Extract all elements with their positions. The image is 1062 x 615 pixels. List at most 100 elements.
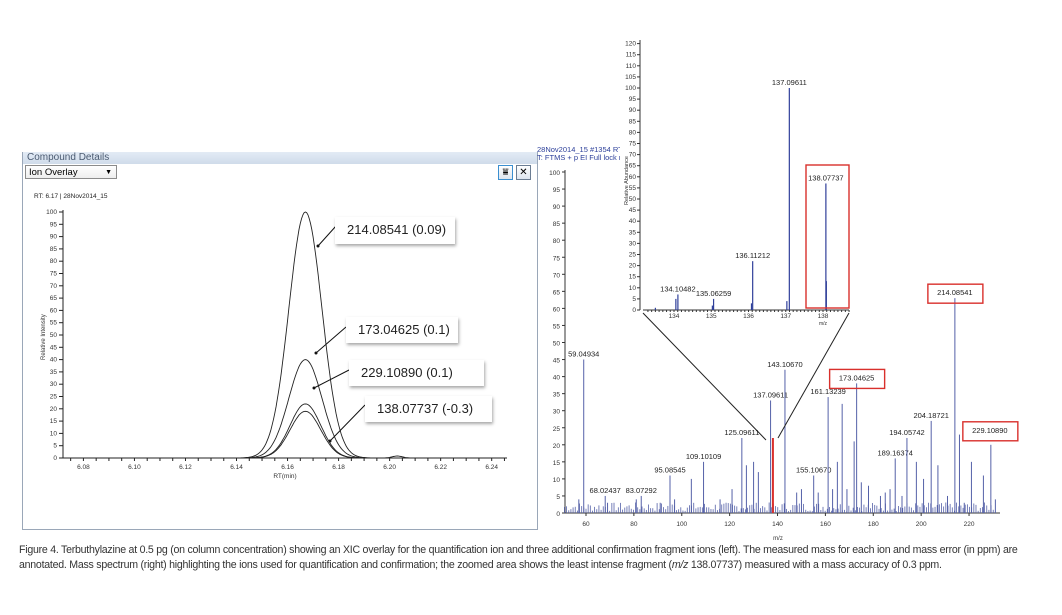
inset-peak-label: 134.10482 xyxy=(660,284,695,293)
caption-text-end: 138.07737) measured with a mass accuracy… xyxy=(688,559,942,571)
spectrum-y-tick-label: 90 xyxy=(553,204,561,211)
xic-y-tick-label: 60 xyxy=(50,307,58,314)
spectrum-x-tick-label: 200 xyxy=(916,521,927,528)
spectrum-x-tick-label: 60 xyxy=(582,521,590,528)
xic-y-tick-label: 20 xyxy=(50,406,58,413)
spectrum-y-tick-label: 95 xyxy=(553,187,561,194)
inset-y-tick-label: 0 xyxy=(632,307,636,314)
xic-y-tick-label: 90 xyxy=(50,234,58,241)
xic-y-tick-label: 65 xyxy=(50,295,58,302)
xic-y-tick-label: 30 xyxy=(50,381,58,388)
zoom-line-right xyxy=(777,312,850,439)
inset-y-tick-label: 15 xyxy=(629,274,637,281)
arrow-head-icon xyxy=(328,439,332,443)
annotation-arrow xyxy=(317,225,337,247)
view-select-value: Ion Overlay xyxy=(29,167,78,178)
xic-y-tick-label: 0 xyxy=(53,455,57,462)
xic-x-tick-label: 6.24 xyxy=(485,464,498,471)
peak-label: 143.10670 xyxy=(767,360,802,369)
xic-y-tick-label: 10 xyxy=(50,430,58,437)
inset-y-tick-label: 70 xyxy=(629,152,637,159)
inset-y-tick-label: 110 xyxy=(626,63,637,70)
xic-y-tick-label: 5 xyxy=(53,443,57,450)
panel-title: Compound Details xyxy=(23,152,537,164)
annotation-arrow xyxy=(313,369,350,389)
spectrum-header-1: 28Nov2014_15 #1354 RT xyxy=(537,145,623,154)
inset-y-tick-label: 65 xyxy=(629,163,637,170)
annotation-229: 229.10890 (0.1) xyxy=(349,360,484,386)
inset-y-tick-label: 50 xyxy=(629,196,637,203)
view-select-dropdown[interactable]: Ion Overlay ▼ xyxy=(25,165,117,179)
chevron-down-icon: ▼ xyxy=(105,169,112,176)
xic-y-tick-label: 35 xyxy=(50,369,58,376)
xic-x-tick-label: 6.12 xyxy=(179,464,192,471)
close-button[interactable]: ✕ xyxy=(516,165,531,180)
filter-icon: ⩸ xyxy=(502,167,509,178)
peak-label: 194.05742 xyxy=(889,428,924,437)
inset-x-tick-label: 134 xyxy=(669,313,680,320)
xic-y-tick-label: 80 xyxy=(50,258,58,265)
spectrum-x-tick-label: 120 xyxy=(724,521,735,528)
inset-xlabel: m/z xyxy=(819,321,828,327)
xic-ylabel: Relative Intensity xyxy=(41,314,47,360)
spectrum-y-tick-label: 75 xyxy=(553,255,561,262)
annotation-173: 173.04625 (0.1) xyxy=(346,317,458,343)
spectrum-y-tick-label: 20 xyxy=(553,443,561,450)
arrow-head-icon xyxy=(314,351,318,355)
xic-x-tick-label: 6.18 xyxy=(332,464,345,471)
figure-caption: Figure 4. Terbuthylazine at 0.5 pg (on c… xyxy=(19,543,1029,573)
inset-ylabel: Relative Abundance xyxy=(624,156,630,205)
inset-x-tick-label: 138 xyxy=(818,313,829,320)
inset-y-tick-label: 75 xyxy=(629,141,637,148)
xic-x-tick-label: 6.20 xyxy=(383,464,396,471)
spectrum-y-tick-label: 55 xyxy=(553,323,561,330)
spectrum-y-tick-label: 60 xyxy=(553,306,561,313)
xic-y-tick-label: 45 xyxy=(50,344,58,351)
peak-label: 173.04625 xyxy=(839,373,874,382)
inset-y-tick-label: 115 xyxy=(626,52,637,59)
xic-y-tick-label: 100 xyxy=(46,209,57,216)
highlight-box xyxy=(927,283,984,304)
highlight-box xyxy=(962,421,1019,442)
inset-peak-label: 137.09611 xyxy=(772,78,807,87)
inset-highlight-box xyxy=(805,164,850,309)
peak-label: 155.10670 xyxy=(796,465,831,474)
xic-y-tick-label: 40 xyxy=(50,357,58,364)
inset-y-tick-label: 120 xyxy=(625,41,636,48)
inset-x-tick-label: 135 xyxy=(706,313,717,320)
spectrum-y-tick-label: 50 xyxy=(553,341,561,348)
xic-y-tick-label: 75 xyxy=(50,271,58,278)
inset-peak-label: 138.07737 xyxy=(808,173,843,182)
xic-x-tick-label: 6.08 xyxy=(77,464,90,471)
peak-label: 95.08545 xyxy=(654,465,685,474)
spectrum-y-tick-label: 40 xyxy=(553,375,561,382)
inset-y-tick-label: 100 xyxy=(625,85,636,92)
spectrum-x-tick-label: 140 xyxy=(772,521,783,528)
caption-text: Figure 4. Terbuthylazine at 0.5 pg (on c… xyxy=(19,544,1018,571)
inset-y-tick-label: 95 xyxy=(629,96,637,103)
spectrum-y-tick-label: 15 xyxy=(553,460,561,467)
inset-peak-label: 136.11212 xyxy=(735,251,770,260)
spectrum-x-tick-label: 80 xyxy=(630,521,638,528)
inset-x-tick-label: 137 xyxy=(780,313,791,320)
xic-x-tick-label: 6.14 xyxy=(230,464,243,471)
inset-y-tick-label: 55 xyxy=(629,185,637,192)
inset-y-tick-label: 60 xyxy=(629,174,637,181)
xic-y-tick-label: 55 xyxy=(50,320,58,327)
inset-y-tick-label: 45 xyxy=(629,207,637,214)
spectrum-y-tick-label: 80 xyxy=(553,238,561,245)
highlight-box xyxy=(828,368,886,390)
spectrum-y-tick-label: 30 xyxy=(553,409,561,416)
inset-y-tick-label: 85 xyxy=(629,118,637,125)
inset-y-tick-label: 10 xyxy=(629,285,637,292)
spectrum-x-tick-label: 220 xyxy=(964,521,975,528)
xic-trace-3 xyxy=(63,410,507,459)
peak-label: 59.04934 xyxy=(568,350,599,359)
spectrum-xlabel: m/z xyxy=(773,536,783,542)
inset-y-tick-label: 35 xyxy=(629,229,637,236)
filter-button[interactable]: ⩸ xyxy=(498,165,513,180)
annotation-138: 138.07737 (-0.3) xyxy=(365,396,492,422)
inset-y-tick-label: 30 xyxy=(629,240,637,247)
xic-y-tick-label: 85 xyxy=(50,246,58,253)
